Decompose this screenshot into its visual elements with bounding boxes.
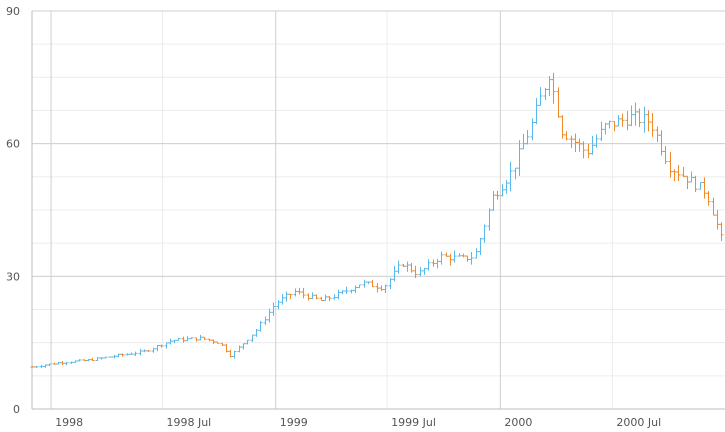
x-tick-label: 1999 Jul bbox=[391, 416, 436, 429]
x-tick-label: 2000 Jul bbox=[616, 416, 661, 429]
y-tick-label: 90 bbox=[6, 5, 20, 18]
x-tick-label: 2000 bbox=[504, 416, 532, 429]
x-tick-label: 1998 bbox=[55, 416, 83, 429]
y-tick-label: 60 bbox=[6, 138, 20, 151]
x-tick-label: 1998 Jul bbox=[166, 416, 211, 429]
y-tick-label: 0 bbox=[13, 403, 20, 416]
y-tick-label: 30 bbox=[6, 270, 20, 283]
x-tick-label: 1999 bbox=[280, 416, 308, 429]
